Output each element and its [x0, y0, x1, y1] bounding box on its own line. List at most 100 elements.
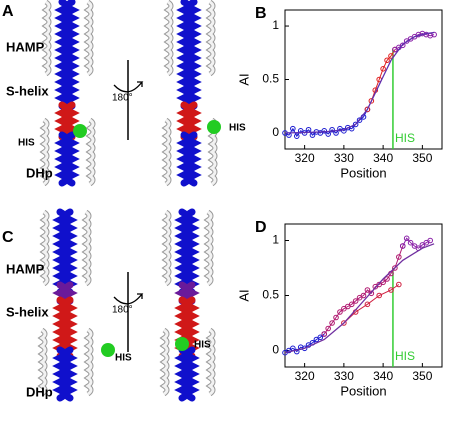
- data-point: [399, 243, 406, 249]
- his-label: HIS: [115, 353, 132, 364]
- y-axis-label: AI: [236, 289, 251, 301]
- data-point: [348, 301, 355, 308]
- x-tick-label: 330: [334, 151, 354, 165]
- data-point: [376, 292, 383, 299]
- helix: [186, 0, 202, 110]
- data-point: [290, 125, 296, 132]
- data-point: [384, 57, 390, 64]
- data-point: [396, 281, 402, 288]
- data-point: [388, 287, 394, 293]
- y-axis-label: AI: [236, 73, 251, 85]
- domain-label: HAMP: [6, 39, 45, 54]
- his-line-label: HIS: [395, 349, 415, 363]
- panel-label: B: [255, 5, 267, 22]
- helix: [186, 101, 202, 141]
- data-point: [341, 128, 347, 134]
- his-label: HIS: [194, 340, 211, 351]
- helix: [41, 118, 49, 186]
- x-tick-label: 340: [373, 151, 393, 165]
- his-label: HIS: [18, 138, 35, 149]
- helix: [165, 0, 173, 76]
- data-point: [293, 348, 300, 355]
- data-point: [329, 320, 335, 326]
- helix: [184, 346, 200, 402]
- x-tick-label: 340: [373, 369, 393, 383]
- data-point: [341, 320, 347, 326]
- fit-curve: [284, 31, 435, 134]
- data-point: [392, 265, 398, 271]
- helix: [83, 210, 91, 286]
- plot-frame: [284, 9, 443, 150]
- data-point: [399, 42, 406, 49]
- helix: [64, 131, 80, 187]
- x-tick-label: 320: [295, 369, 315, 383]
- data-point: [325, 325, 331, 332]
- helix: [64, 101, 80, 141]
- data-point: [368, 98, 375, 104]
- fit-curve: [284, 243, 435, 354]
- helix: [62, 208, 78, 296]
- data-point: [293, 133, 300, 139]
- his-site: [207, 120, 221, 134]
- his-site: [73, 124, 87, 138]
- x-axis-label: Position: [340, 383, 386, 398]
- rotation-arrow: [113, 81, 144, 93]
- rotation-arrow: [113, 293, 144, 305]
- helix: [205, 210, 213, 286]
- x-tick-label: 350: [412, 151, 432, 165]
- data-point: [321, 331, 328, 337]
- data-point: [317, 334, 324, 341]
- x-tick-label: 330: [334, 369, 354, 383]
- data-point: [364, 106, 371, 113]
- data-point: [321, 128, 328, 134]
- domain-label: S-helix: [6, 304, 49, 319]
- y-tick-label: 0: [272, 125, 279, 139]
- helix: [163, 210, 171, 286]
- helix: [161, 328, 169, 396]
- helix: [87, 118, 95, 186]
- panel-label: C: [2, 229, 14, 246]
- y-tick-label: 1: [272, 18, 279, 32]
- data-point: [384, 276, 390, 282]
- data-point: [380, 66, 386, 72]
- helix: [64, 0, 80, 110]
- helix: [186, 131, 202, 187]
- domain-label: DHp: [26, 165, 53, 180]
- data-point: [329, 126, 335, 133]
- y-tick-label: 0.5: [262, 288, 279, 302]
- data-point: [364, 301, 371, 308]
- his-line-label: HIS: [395, 131, 415, 145]
- his-label: HIS: [229, 123, 246, 134]
- data-point: [352, 298, 359, 304]
- helix: [174, 346, 190, 402]
- helix: [85, 0, 93, 76]
- data-point: [403, 235, 410, 242]
- y-tick-label: 0: [272, 343, 279, 357]
- helix: [62, 346, 78, 402]
- data-point: [407, 239, 414, 246]
- his-site: [101, 343, 115, 357]
- x-tick-label: 350: [412, 369, 432, 383]
- domain-label: DHp: [26, 384, 53, 399]
- helix: [207, 328, 215, 396]
- data-point: [388, 53, 394, 59]
- data-point: [364, 287, 371, 293]
- data-point: [368, 290, 375, 297]
- helix: [163, 118, 171, 186]
- y-tick-label: 0.5: [262, 72, 279, 86]
- helix: [207, 0, 215, 76]
- rotation-label: 180°: [112, 93, 133, 104]
- x-tick-label: 320: [295, 151, 315, 165]
- data-point: [431, 31, 437, 38]
- helix: [41, 210, 49, 286]
- panel-label: D: [255, 219, 267, 236]
- data-point: [337, 309, 343, 315]
- data-point: [360, 292, 367, 299]
- x-axis-label: Position: [340, 165, 386, 180]
- helix: [39, 328, 47, 396]
- domain-label: S-helix: [6, 83, 49, 98]
- panel-label: A: [2, 3, 14, 20]
- rotation-label: 180°: [112, 305, 133, 316]
- data-point: [352, 121, 359, 128]
- data-point: [427, 237, 434, 244]
